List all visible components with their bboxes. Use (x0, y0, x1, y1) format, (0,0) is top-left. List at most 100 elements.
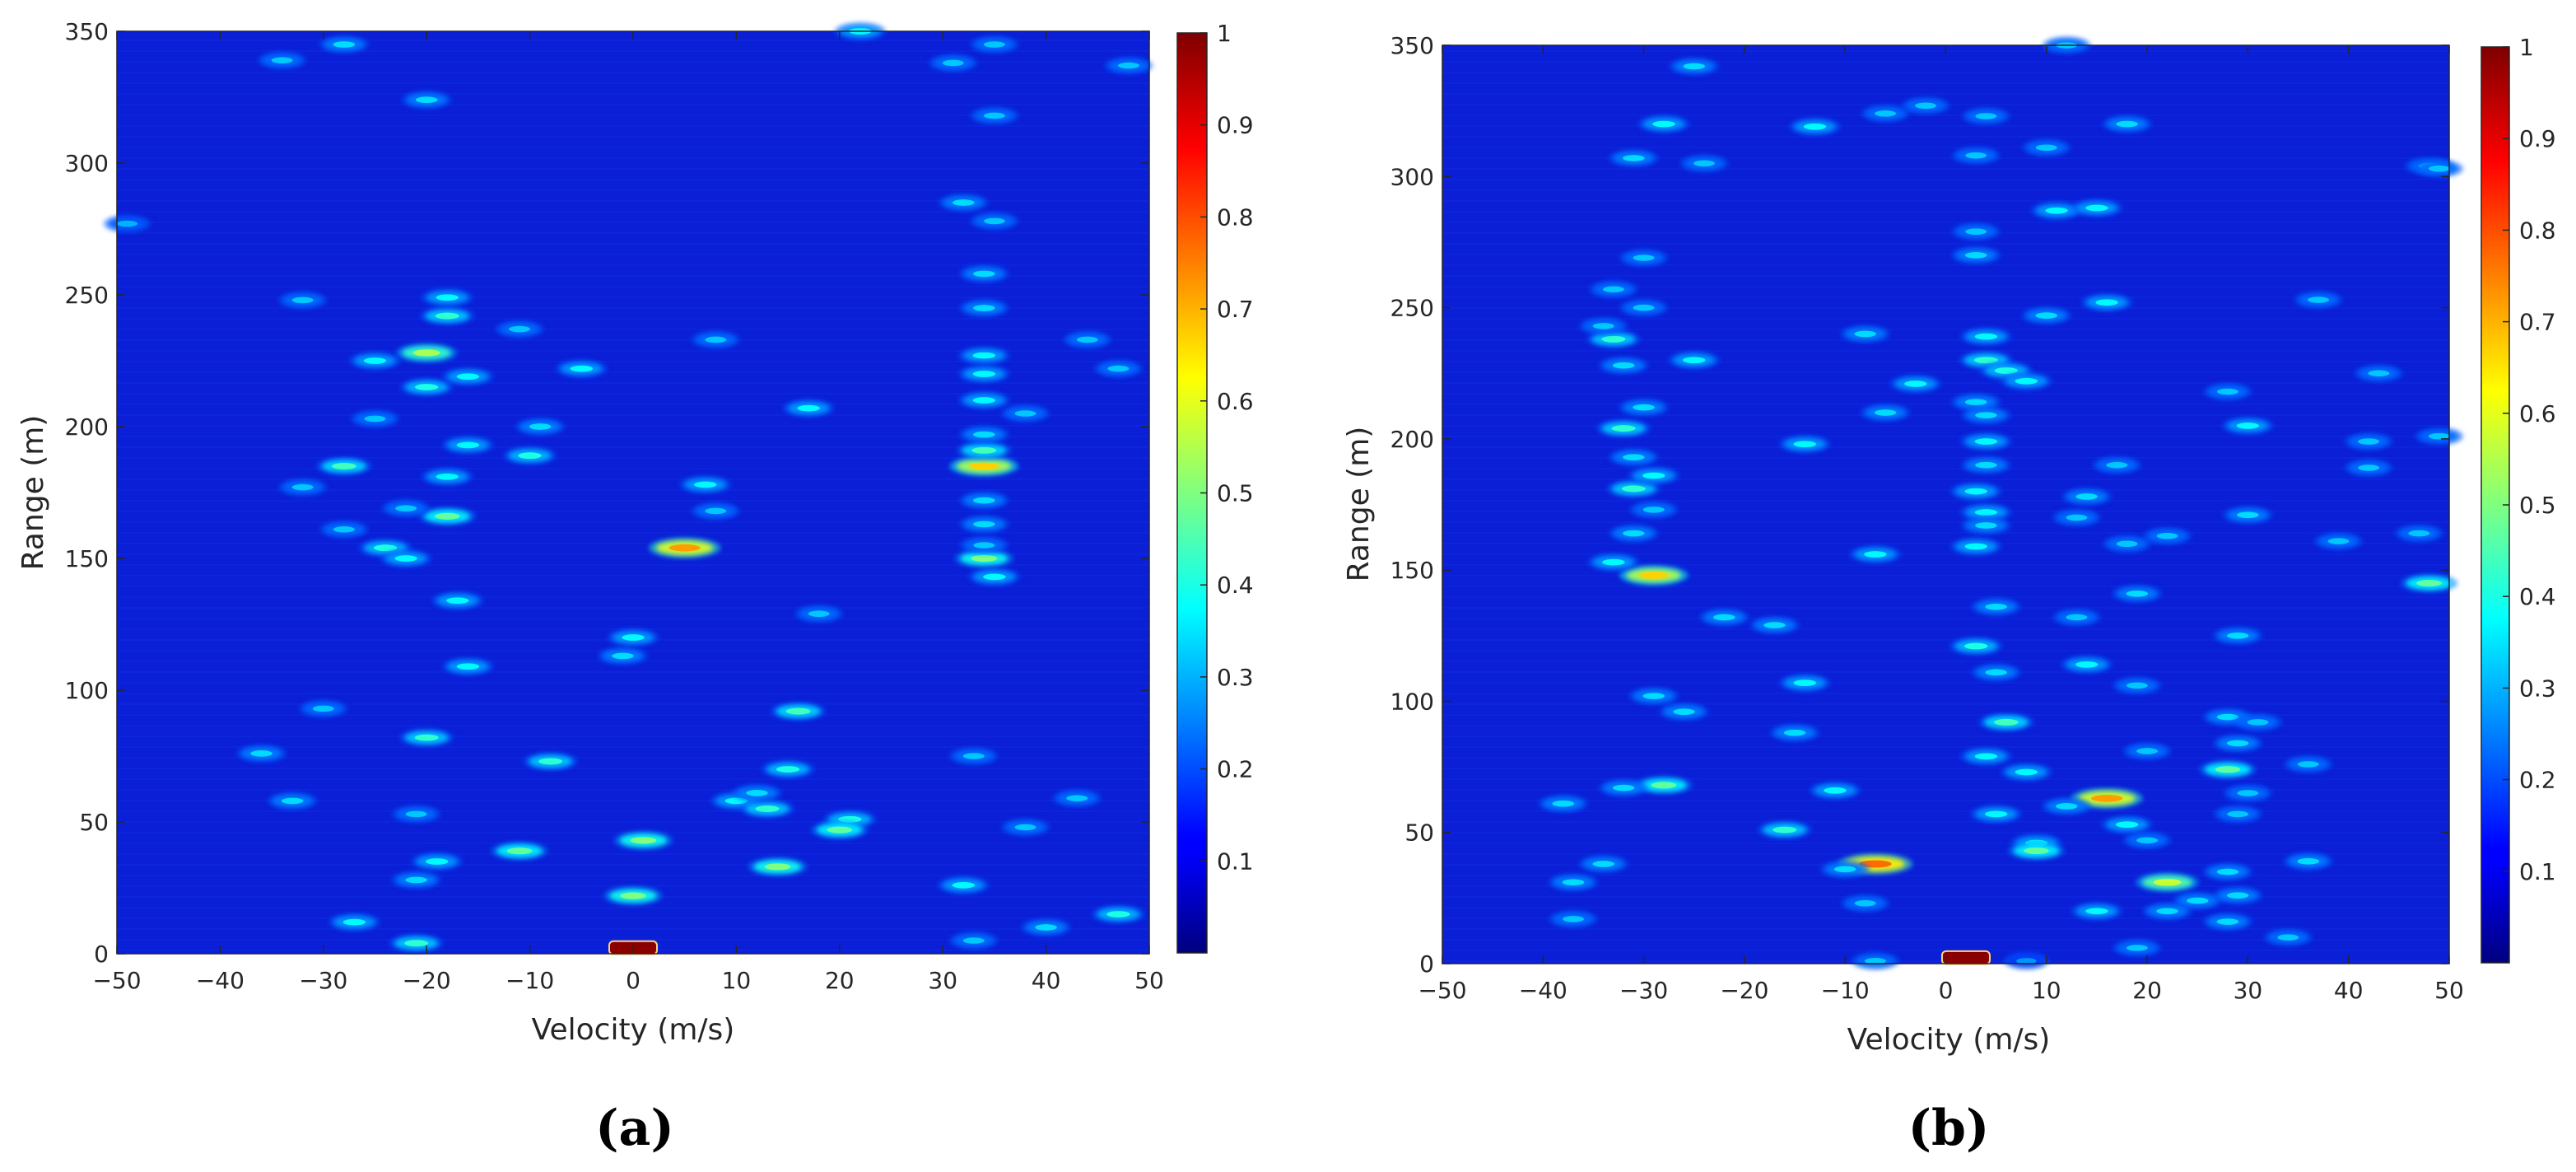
peak-b-44 (1960, 432, 2012, 451)
peak-b-32 (2030, 201, 2083, 220)
peak-b-121 (2263, 928, 2313, 946)
colorbar-tick-label: 0.3 (2519, 675, 2556, 702)
x-tick-b: 40 (2334, 45, 2364, 1004)
y-tick-label: 0 (94, 941, 109, 968)
peak-a-36 (349, 352, 401, 370)
peak-b-58 (2143, 527, 2192, 545)
peak-a-73 (391, 871, 441, 890)
peak-a-35 (351, 409, 399, 428)
y-tick-label: 200 (1390, 426, 1434, 453)
peak-b-10 (1619, 398, 1669, 417)
colorbar-tick-label: 0.5 (1217, 480, 1254, 507)
peak-b-97 (2101, 815, 2153, 834)
peak-a-64 (740, 799, 795, 819)
x-tick-b: −20 (1720, 45, 1768, 1004)
peak-a-9 (959, 515, 1009, 534)
peak-a-28 (422, 467, 473, 486)
peak-b-33 (2071, 198, 2123, 217)
peak-a-52 (607, 628, 659, 647)
peak-b-56 (2052, 508, 2101, 527)
peak-a-46 (402, 91, 452, 109)
colorbar-tick-a: 0.7 (1200, 296, 1254, 323)
peak-a-48 (258, 51, 307, 69)
x-tick-label: −40 (1519, 977, 1567, 1004)
x-tick-a: −50 (92, 31, 142, 994)
peak-a-54 (794, 605, 844, 623)
peak-b-40 (2001, 371, 2052, 390)
peak-a-22 (399, 378, 454, 396)
peak-b-77 (2113, 676, 2162, 694)
x-tick-b: 10 (2032, 45, 2061, 1004)
peak-b-87 (1960, 747, 2012, 766)
peak-b-24 (1861, 105, 1910, 123)
peak-a-57 (236, 745, 286, 763)
peak-b-88 (2001, 763, 2052, 782)
peak-b-103 (1635, 776, 1693, 795)
peak-a-6 (958, 365, 1010, 383)
colorbar-tick-label: 0.6 (1217, 388, 1254, 415)
peak-b-73 (2052, 608, 2101, 627)
peak-a-18 (929, 54, 978, 72)
peak-a-82 (1104, 56, 1153, 75)
x-tick-b: −50 (1418, 45, 1467, 1004)
peak-b-66 (2344, 459, 2393, 477)
peak-b-68 (2313, 532, 2363, 550)
colorbar-tick-label: 1 (2519, 34, 2534, 61)
peak-b-84 (1628, 687, 1679, 705)
y-axis-ticks-a: 0 50 100 150 200 250 300 350 (65, 18, 1149, 968)
peak-b-99 (1970, 805, 2022, 824)
colorbar-tick-label: 0.2 (1217, 756, 1254, 783)
peak-b-12 (1579, 317, 1628, 335)
peak-a-26 (316, 456, 372, 476)
x-tick-b: 30 (2234, 45, 2263, 1004)
y-tick-label: 50 (79, 809, 109, 836)
x-tick-label: 30 (2234, 977, 2263, 1004)
peak-a-38 (503, 446, 557, 465)
y-tick-label: 350 (65, 18, 109, 45)
peak-a-25 (422, 288, 473, 307)
colorbar-tick-b: 0.7 (2503, 309, 2556, 336)
peak-b-15 (1619, 249, 1669, 267)
peak-b-63 (2294, 291, 2343, 309)
peak-b-79 (2212, 627, 2263, 645)
peak-a-33 (278, 478, 328, 497)
peak-a-17 (970, 35, 1019, 54)
panel-b: −50 −40 −30 −20 −10 0 10 20 30 40 50 0 50 100 150 200 2… (1342, 32, 2556, 1157)
colorbar-tick-b: 1 (2503, 34, 2534, 61)
peak-b-13 (1619, 298, 1669, 317)
peak-b-27 (1951, 147, 2001, 165)
colorbar-tick-a: 0.5 (1200, 480, 1254, 507)
peak-b-120 (2283, 852, 2333, 871)
peak-a-51 (442, 657, 494, 676)
colorbar-tick-a: 0.1 (1200, 847, 1254, 875)
peak-a-11 (959, 425, 1009, 444)
peak-a-27 (418, 507, 477, 526)
panel-label-a: (a) (595, 1100, 674, 1157)
colorbar-tick-label: 0.8 (2519, 217, 2556, 244)
peak-a-42 (679, 475, 732, 494)
colorbar-tick-b: 0.4 (2503, 583, 2556, 610)
colorbar-tick-label: 0.5 (2519, 492, 2556, 519)
y-axis-ticks-b: 0 50 100 150 200 250 300 350 (1390, 32, 2449, 978)
x-tick-b: 20 (2132, 45, 2162, 1004)
peak-b-82 (1779, 674, 1831, 692)
colorbar-tick-a: 1 (1200, 20, 1232, 47)
colorbar-tick-label: 0.6 (2519, 400, 2556, 427)
x-tick-label: 30 (928, 967, 957, 994)
peak-b-50 (1840, 325, 1890, 343)
x-axis-ticks-b: −50 −40 −30 −20 −10 0 10 20 30 40 50 (1418, 45, 2464, 1004)
y-tick-a: 200 (65, 413, 1149, 441)
peak-b-34 (1951, 222, 2001, 240)
peak-b-70 (2415, 427, 2464, 446)
y-tick-label: 100 (65, 677, 109, 704)
peak-a-31 (380, 549, 432, 567)
x-tick-a: −40 (196, 31, 245, 994)
peak-b-23 (1789, 117, 1841, 136)
peak-b-41 (1960, 327, 2012, 346)
peak-b-20 (1609, 149, 1659, 167)
peak-a-74 (748, 857, 808, 876)
peak-b-36 (2080, 293, 2133, 312)
y-tick-b: 50 (1404, 819, 2449, 847)
colorbar-tick-label: 0.7 (1217, 296, 1254, 323)
